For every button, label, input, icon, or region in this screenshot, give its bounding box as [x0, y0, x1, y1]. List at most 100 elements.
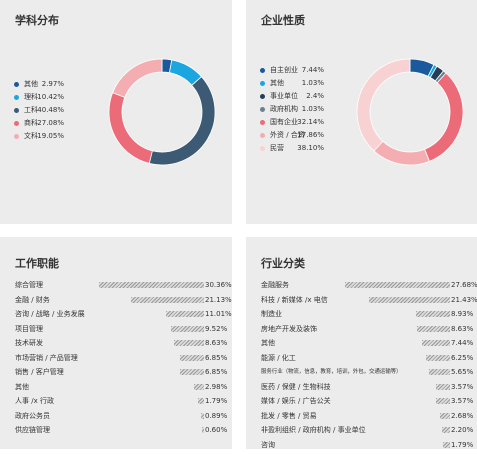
bar: [193, 383, 204, 390]
bar: [171, 325, 204, 332]
bar: [443, 441, 450, 448]
legend-label: 其他: [24, 80, 38, 88]
bar: [421, 340, 450, 346]
bar-label: 媒体 / 娱乐 / 广告公关: [261, 397, 331, 405]
legend-value: 1.03%: [301, 79, 324, 87]
bar-label: 服务行业（物流，信息，教育，培训，外包，交通运输等）: [261, 369, 402, 375]
bar: [417, 325, 450, 332]
bar: [416, 311, 450, 317]
bar-value-label: 8.63%: [205, 339, 228, 347]
bar-label: 其他: [15, 382, 29, 391]
bar-label: 制造业: [261, 310, 282, 318]
legend-label: 民营: [270, 144, 284, 152]
legend-value: 27.08%: [37, 119, 64, 127]
legend-value: 38.10%: [297, 144, 324, 152]
legend-label: 外资 / 合资: [270, 131, 305, 139]
bar: [180, 369, 204, 375]
legend-value: 7.44%: [301, 66, 324, 74]
bar: [201, 427, 204, 433]
bar: [99, 282, 204, 288]
legend-label: 事业单位: [270, 92, 298, 100]
bar-label: 咨询: [261, 440, 275, 449]
legend-swatch: [260, 133, 265, 138]
bar-label: 批发 / 零售 / 贸易: [261, 411, 317, 420]
bar-label: 非盈利组织 / 政府机构 / 事业单位: [261, 426, 366, 434]
bar-value-label: 21.43%: [451, 295, 477, 304]
bar-label: 房地产开发及装饰: [261, 324, 317, 333]
bar-label: 其他: [261, 339, 275, 347]
bar: [439, 412, 450, 419]
legend-swatch: [14, 108, 19, 113]
legend-value: 40.48%: [37, 106, 64, 114]
bar-value-label: 2.98%: [205, 382, 228, 391]
legend-swatch: [260, 81, 265, 86]
bar-value-label: 27.68%: [451, 281, 477, 289]
legend-swatch: [260, 68, 265, 73]
bar-value-label: 1.79%: [205, 397, 228, 405]
legend-swatch: [260, 107, 265, 112]
bar: [436, 383, 450, 390]
legend-label: 理科: [24, 93, 38, 101]
bar-value-label: 6.25%: [451, 353, 474, 362]
bar-label: 销售 / 客户管理: [15, 368, 64, 376]
legend-swatch: [260, 94, 265, 99]
bar: [200, 412, 204, 419]
legend-label: 其他: [270, 79, 284, 87]
bar: [441, 427, 450, 433]
legend-swatch: [14, 121, 19, 126]
pie-slice: [148, 76, 216, 166]
legend-value: 10.42%: [37, 93, 64, 101]
legend-swatch: [14, 82, 19, 87]
bar: [197, 398, 204, 404]
donut-chart: [356, 58, 464, 166]
pie-slice: [112, 58, 163, 98]
bar-value-label: 0.89%: [205, 411, 228, 420]
bar-label: 市场营销 / 产品管理: [15, 353, 78, 362]
panel-title: 学科分布: [15, 14, 59, 27]
bar-label: 咨询 / 战略 / 业务发展: [15, 310, 85, 318]
bar-label: 科技 / 新媒体 /x 电信: [261, 295, 328, 304]
bar-value-label: 0.60%: [205, 426, 228, 434]
legend-swatch: [260, 146, 265, 151]
bar-label: 医药 / 保健 / 生物科技: [261, 382, 331, 391]
legend-value: 17.86%: [297, 131, 324, 139]
company-type-panel: 企业性质 自主创业 7.44% 其他 1.03% 事业单位 2.4% 政府机构 1.03% 国有…: [246, 0, 477, 224]
legend-label: 文科: [24, 132, 38, 140]
bar: [428, 369, 450, 375]
bar-label: 供应链管理: [15, 426, 50, 434]
bar-value-label: 7.44%: [451, 339, 474, 347]
legend-label: 政府机构: [270, 105, 298, 113]
bar-label: 技术研发: [15, 339, 43, 347]
discipline-distribution-panel: 学科分布 其他 2.97% 理科 10.42% 工科 40.48% 商科 27.08% 文科 19…: [0, 0, 232, 224]
bar: [426, 354, 450, 361]
legend-label: 自主创业: [270, 66, 298, 74]
bar-value-label: 6.85%: [205, 368, 228, 376]
bar: [436, 398, 450, 404]
bar: [368, 296, 450, 303]
bar-value-label: 6.85%: [205, 353, 228, 362]
bar-value-label: 2.68%: [451, 411, 474, 420]
bar-value-label: 2.20%: [451, 426, 474, 434]
bar-label: 政府公务员: [15, 411, 50, 420]
bar-label: 金融服务: [261, 281, 289, 289]
pie-slice: [424, 72, 464, 162]
pie-slice: [108, 92, 153, 164]
pie-slice: [373, 140, 430, 166]
panel-title: 企业性质: [261, 14, 305, 27]
bar-value-label: 21.13%: [205, 295, 232, 304]
bar-value-label: 11.01%: [205, 310, 232, 318]
legend-value: 2.4%: [306, 92, 324, 100]
bar-label: 金融 / 财务: [15, 295, 50, 304]
bar: [345, 282, 450, 288]
bar-label: 能源 / 化工: [261, 353, 296, 362]
donut-chart: [108, 58, 216, 166]
bar-label: 综合管理: [15, 281, 43, 289]
bar-value-label: 3.57%: [451, 382, 474, 391]
legend-label: 商科: [24, 119, 38, 127]
bar-label: 项目管理: [15, 324, 43, 333]
job-function-panel: 工作职能 综合管理 30.36% 金融 / 财务 21.13% 咨询 / 战略 / 业务…: [0, 237, 232, 449]
bar-value-label: 30.36%: [205, 281, 232, 289]
bar: [180, 354, 204, 361]
legend-label: 工科: [24, 106, 38, 114]
bar-value-label: 8.93%: [451, 310, 474, 318]
